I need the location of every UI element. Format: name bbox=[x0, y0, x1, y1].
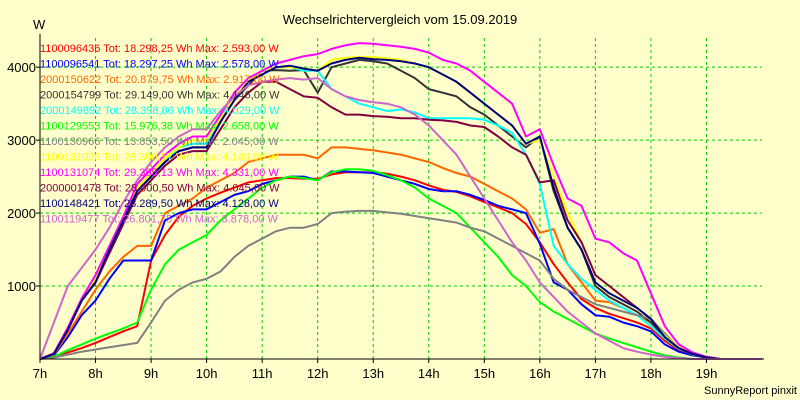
x-tick-label: 19h bbox=[696, 366, 718, 381]
x-tick-label: 9h bbox=[144, 366, 158, 381]
axes bbox=[39, 34, 764, 360]
series-line-1100129553 bbox=[39, 168, 762, 360]
legend-entry-2000149892: 2000149892 Tot: 28.398,86 Wh Max: 4.029,… bbox=[40, 105, 280, 117]
legend-entry-2000001478: 2000001478 Tot: 28.000,50 Wh Max: 4.045,… bbox=[40, 183, 280, 195]
x-tick-label: 7h bbox=[33, 366, 47, 381]
x-tick-label: 17h bbox=[585, 366, 607, 381]
series-line-1100130966 bbox=[39, 209, 762, 360]
series-line-1100148421 bbox=[39, 56, 762, 360]
x-tick-label: 18h bbox=[640, 366, 662, 381]
series-line-1100096436 bbox=[39, 171, 762, 360]
x-tick-label: 14h bbox=[418, 366, 440, 381]
chart-title: Wechselrichtervergleich vom 15.09.2019 bbox=[283, 12, 518, 27]
x-tick-label: 13h bbox=[362, 366, 384, 381]
x-tick-label: 11h bbox=[252, 366, 273, 381]
legend-entry-2000150622: 2000150622 Tot: 20.879,75 Wh Max: 2.917,… bbox=[40, 74, 280, 86]
y-tick-label: 1000 bbox=[7, 279, 36, 294]
legend-entry-1100130966: 1100130966 Tot: 13.853,50 Wh Max: 2.045,… bbox=[40, 136, 279, 148]
y-tick-label: 4000 bbox=[7, 60, 36, 75]
legend-entry-1100096541: 1100096541 Tot: 18.297,25 Wh Max: 2.578,… bbox=[40, 59, 279, 71]
series-line-1100131074 bbox=[39, 42, 762, 360]
legend-entry-1100119477: 1100119477 Tot: 26.801,75 Wh Max: 3.878,… bbox=[40, 214, 279, 226]
series-lines bbox=[39, 42, 762, 360]
legend-entry-1100131074: 1100131074 Tot: 29.365,13 Wh Max: 4.331,… bbox=[40, 167, 279, 179]
legend-entry-2000154799: 2000154799 Tot: 29.149,00 Wh Max: 4.146,… bbox=[40, 90, 280, 102]
x-tick-label: 15h bbox=[473, 366, 495, 381]
legend: 1100096436 Tot: 18.298,25 Wh Max: 2.593,… bbox=[40, 43, 280, 226]
x-tick-label: 16h bbox=[529, 366, 551, 381]
tick-labels: 7h 8h 9h 10h 11h 12h 13h 14h 15h 16h 17h 18h 19h 1000… bbox=[7, 60, 717, 381]
chart-footer: SunnyReport pinxit bbox=[704, 385, 797, 397]
x-tick-label: 10h bbox=[196, 366, 218, 381]
x-tick-label: 12h bbox=[307, 366, 329, 381]
legend-entry-1100131026: 1100131026 Tot: 28.390,57 Wh Max: 4.140,… bbox=[40, 152, 279, 164]
y-tick-label: 2000 bbox=[7, 206, 36, 221]
y-axis-unit-label: W bbox=[33, 17, 46, 32]
x-tick-label: 8h bbox=[88, 366, 102, 381]
legend-entry-1100129553: 1100129553 Tot: 15.976,38 Wh Max: 2.658,… bbox=[40, 121, 279, 133]
series-line-1100119477 bbox=[39, 77, 762, 360]
legend-entry-1100096436: 1100096436 Tot: 18.298,25 Wh Max: 2.593,… bbox=[40, 43, 279, 55]
y-tick-label: 3000 bbox=[7, 133, 36, 148]
legend-entry-1100148421: 1100148421 Tot: 28.289,50 Wh Max: 4.128,… bbox=[40, 198, 279, 210]
